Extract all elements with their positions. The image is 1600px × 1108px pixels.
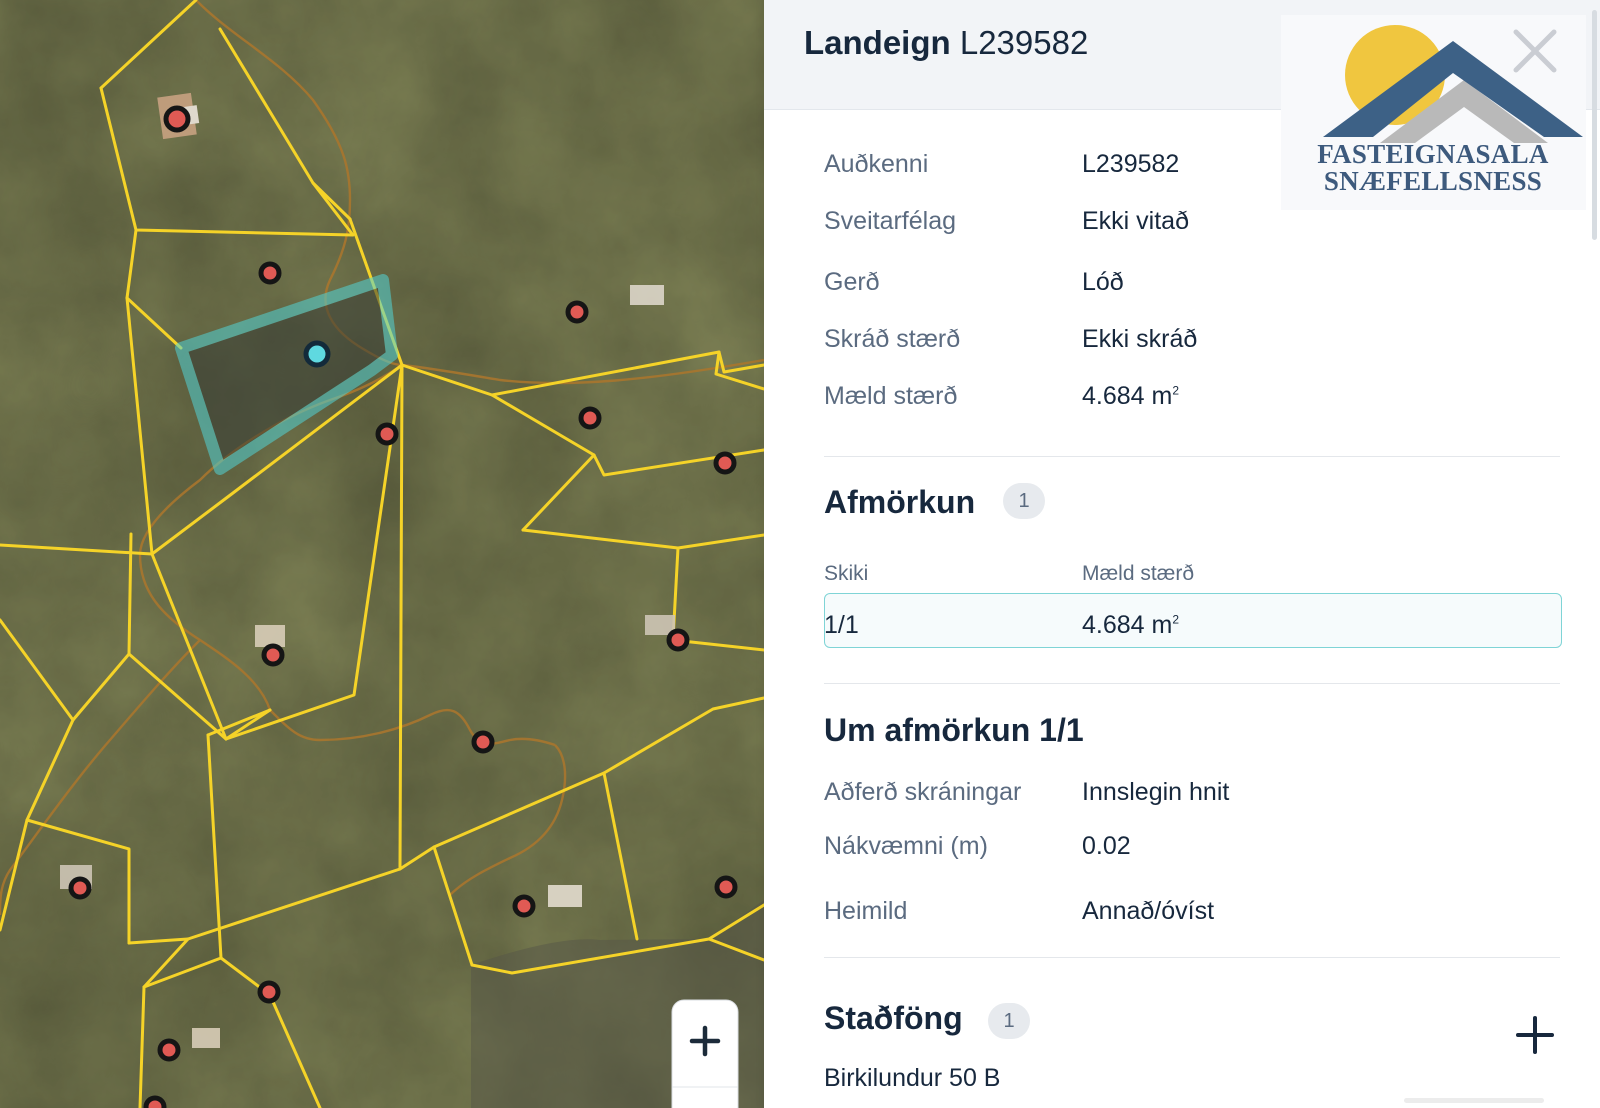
svg-text:FASTEIGNASALA: FASTEIGNASALA bbox=[1317, 139, 1549, 169]
svg-text:SNÆFELLSNESS: SNÆFELLSNESS bbox=[1324, 166, 1542, 196]
